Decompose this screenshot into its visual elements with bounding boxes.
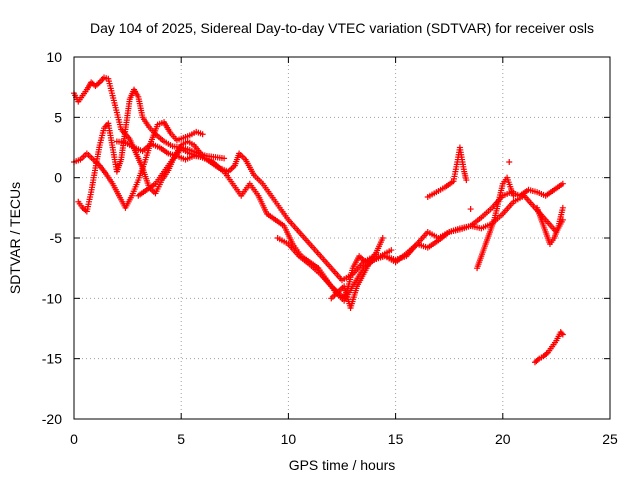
data-point [510,192,517,199]
series-isolated [467,158,513,213]
series-track-k [534,204,566,248]
y-axis-label: SDTVAR / TECUs [7,182,23,294]
x-tick-label: 10 [281,431,297,447]
y-tick-label: 0 [54,170,62,186]
data-point [388,247,395,254]
data-point [467,206,474,213]
data-point [199,131,206,138]
x-tick-label: 20 [495,431,511,447]
x-axis-label: GPS time / hours [289,457,396,473]
series-track-g [328,235,386,311]
axis-ticks [73,56,611,420]
y-tick-label: -20 [42,411,62,427]
series-track-i [474,174,517,272]
data-point [506,158,513,165]
y-tick-label: -15 [42,351,62,367]
series-track-j [531,329,566,366]
x-tick-label: 15 [388,431,404,447]
y-tick-labels: 10 5 0 -5 -10 -15 -20 [42,49,62,427]
x-tick-label: 0 [70,431,78,447]
data-points [71,74,566,366]
x-tick-label: 5 [177,431,185,447]
data-point [559,216,566,223]
data-point [558,330,565,337]
grid [73,56,611,420]
series-track-h [424,144,470,200]
chart-title: Day 104 of 2025, Sidereal Day-to-day VTE… [90,20,594,36]
data-point [379,235,386,241]
data-point [463,177,470,184]
y-tick-label: 5 [54,109,62,125]
data-point [559,180,566,187]
y-tick-label: 10 [46,49,62,65]
x-tick-label: 25 [602,431,618,447]
y-tick-label: -5 [50,230,63,246]
data-point [559,331,566,338]
data-point [221,155,228,162]
x-tick-labels: 0 5 10 15 20 25 [70,431,618,447]
data-point [559,204,566,211]
y-tick-label: -10 [42,290,62,306]
